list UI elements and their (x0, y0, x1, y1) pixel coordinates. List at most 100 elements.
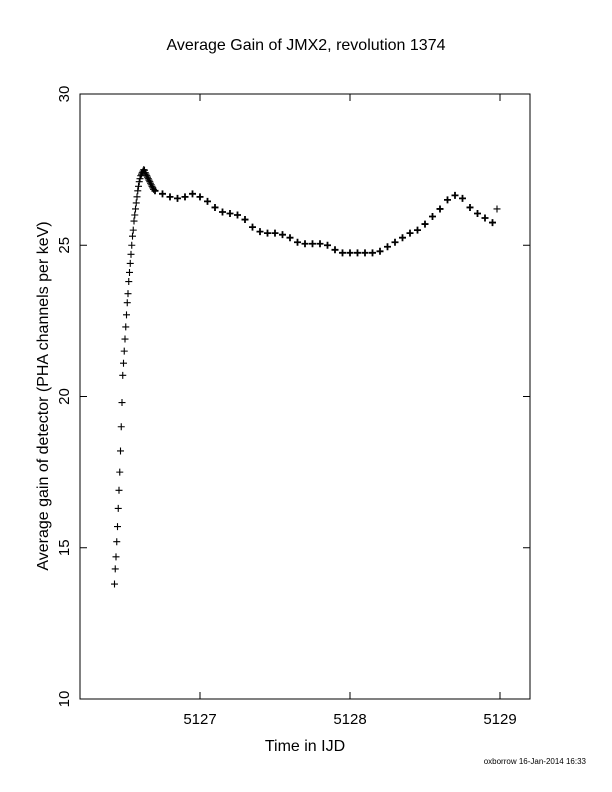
data-point (384, 243, 391, 251)
data-point (114, 504, 122, 512)
data-point (126, 268, 133, 276)
data-point (113, 538, 121, 546)
data-point (145, 176, 153, 184)
plot-frame (79, 93, 531, 700)
data-point (147, 181, 155, 189)
data-point (132, 199, 140, 207)
data-point (474, 209, 481, 217)
data-point (493, 205, 501, 213)
x-tick-label: 5127 (183, 711, 216, 728)
data-point (264, 229, 271, 237)
data-point (117, 423, 125, 431)
data-point (135, 182, 142, 190)
data-point (143, 172, 151, 180)
data-point (301, 240, 309, 248)
data-point (369, 249, 376, 257)
data-point (119, 371, 127, 379)
series-0 (111, 166, 157, 588)
data-point (131, 211, 139, 219)
data-point (115, 486, 123, 494)
y-tick-label: 10 (56, 691, 73, 708)
data-point (135, 178, 143, 186)
data-point (128, 241, 136, 249)
series-1 (151, 187, 496, 257)
footer-stamp: oxborrow 16-Jan-2014 16:33 (483, 757, 586, 766)
data-point (141, 169, 149, 177)
data-point (376, 247, 384, 255)
data-point (459, 194, 466, 202)
data-point (249, 223, 256, 231)
axis-ticks: 5127 5128 5129 10 15 20 25 30 (56, 86, 530, 728)
data-point (294, 238, 301, 246)
data-point (309, 240, 316, 248)
data-point (114, 523, 121, 531)
data-point (133, 193, 141, 201)
data-point (123, 299, 131, 307)
x-tick-label: 5129 (483, 711, 516, 728)
data-point (166, 193, 174, 201)
series-2 (493, 205, 501, 213)
chart-title: Average Gain of JMX2, revolution 1374 (166, 37, 446, 54)
data-point (406, 229, 414, 237)
data-point (466, 203, 474, 211)
data-point (124, 290, 132, 298)
data-point (112, 553, 120, 561)
data-point (211, 203, 219, 211)
y-axis-label: Average gain of detector (PHA channels p… (35, 221, 52, 571)
data-point (126, 259, 134, 267)
data-point (226, 209, 234, 217)
data-point (142, 170, 150, 178)
data-point (489, 219, 496, 227)
data-point (256, 228, 264, 236)
y-tick-label: 15 (56, 539, 73, 556)
data-point (136, 175, 144, 183)
data-point (324, 241, 331, 249)
data-point (132, 205, 139, 213)
data-point (116, 468, 124, 476)
data-point (122, 323, 130, 331)
data-point (118, 399, 126, 407)
data-point (361, 249, 369, 257)
y-tick-label: 20 (56, 388, 73, 405)
data-point (189, 190, 196, 198)
data-point (429, 213, 436, 221)
data-point (286, 234, 294, 242)
data-point (146, 178, 154, 186)
data-point (134, 187, 142, 195)
data-point (125, 278, 133, 286)
x-axis-label: Time in IJD (264, 738, 346, 755)
data-point (127, 250, 135, 258)
data-point (117, 447, 124, 455)
data-point (421, 220, 429, 228)
data-point (234, 211, 241, 219)
x-tick-label: 5128 (333, 711, 366, 728)
data-point (129, 226, 137, 234)
data-point (151, 187, 159, 195)
data-point (271, 229, 279, 237)
data-point (181, 193, 189, 201)
y-tick-label: 30 (56, 86, 73, 103)
data-marks (111, 166, 501, 588)
data-point (399, 234, 406, 242)
data-point (391, 238, 399, 246)
data-point (120, 347, 128, 355)
data-point (444, 196, 451, 204)
data-point (219, 208, 226, 216)
data-point (279, 231, 286, 239)
data-point (316, 240, 324, 248)
data-point (331, 246, 339, 254)
data-point (129, 232, 136, 240)
y-tick-label: 25 (56, 237, 73, 254)
data-point (196, 193, 204, 201)
data-point (144, 173, 151, 181)
data-point (241, 216, 249, 224)
data-point (414, 226, 421, 234)
data-point (140, 166, 148, 174)
data-point (147, 179, 154, 187)
data-point (111, 580, 118, 588)
data-point (346, 249, 354, 257)
data-point (204, 197, 211, 205)
data-point (121, 335, 129, 343)
data-point (130, 217, 138, 225)
data-point (111, 565, 119, 573)
